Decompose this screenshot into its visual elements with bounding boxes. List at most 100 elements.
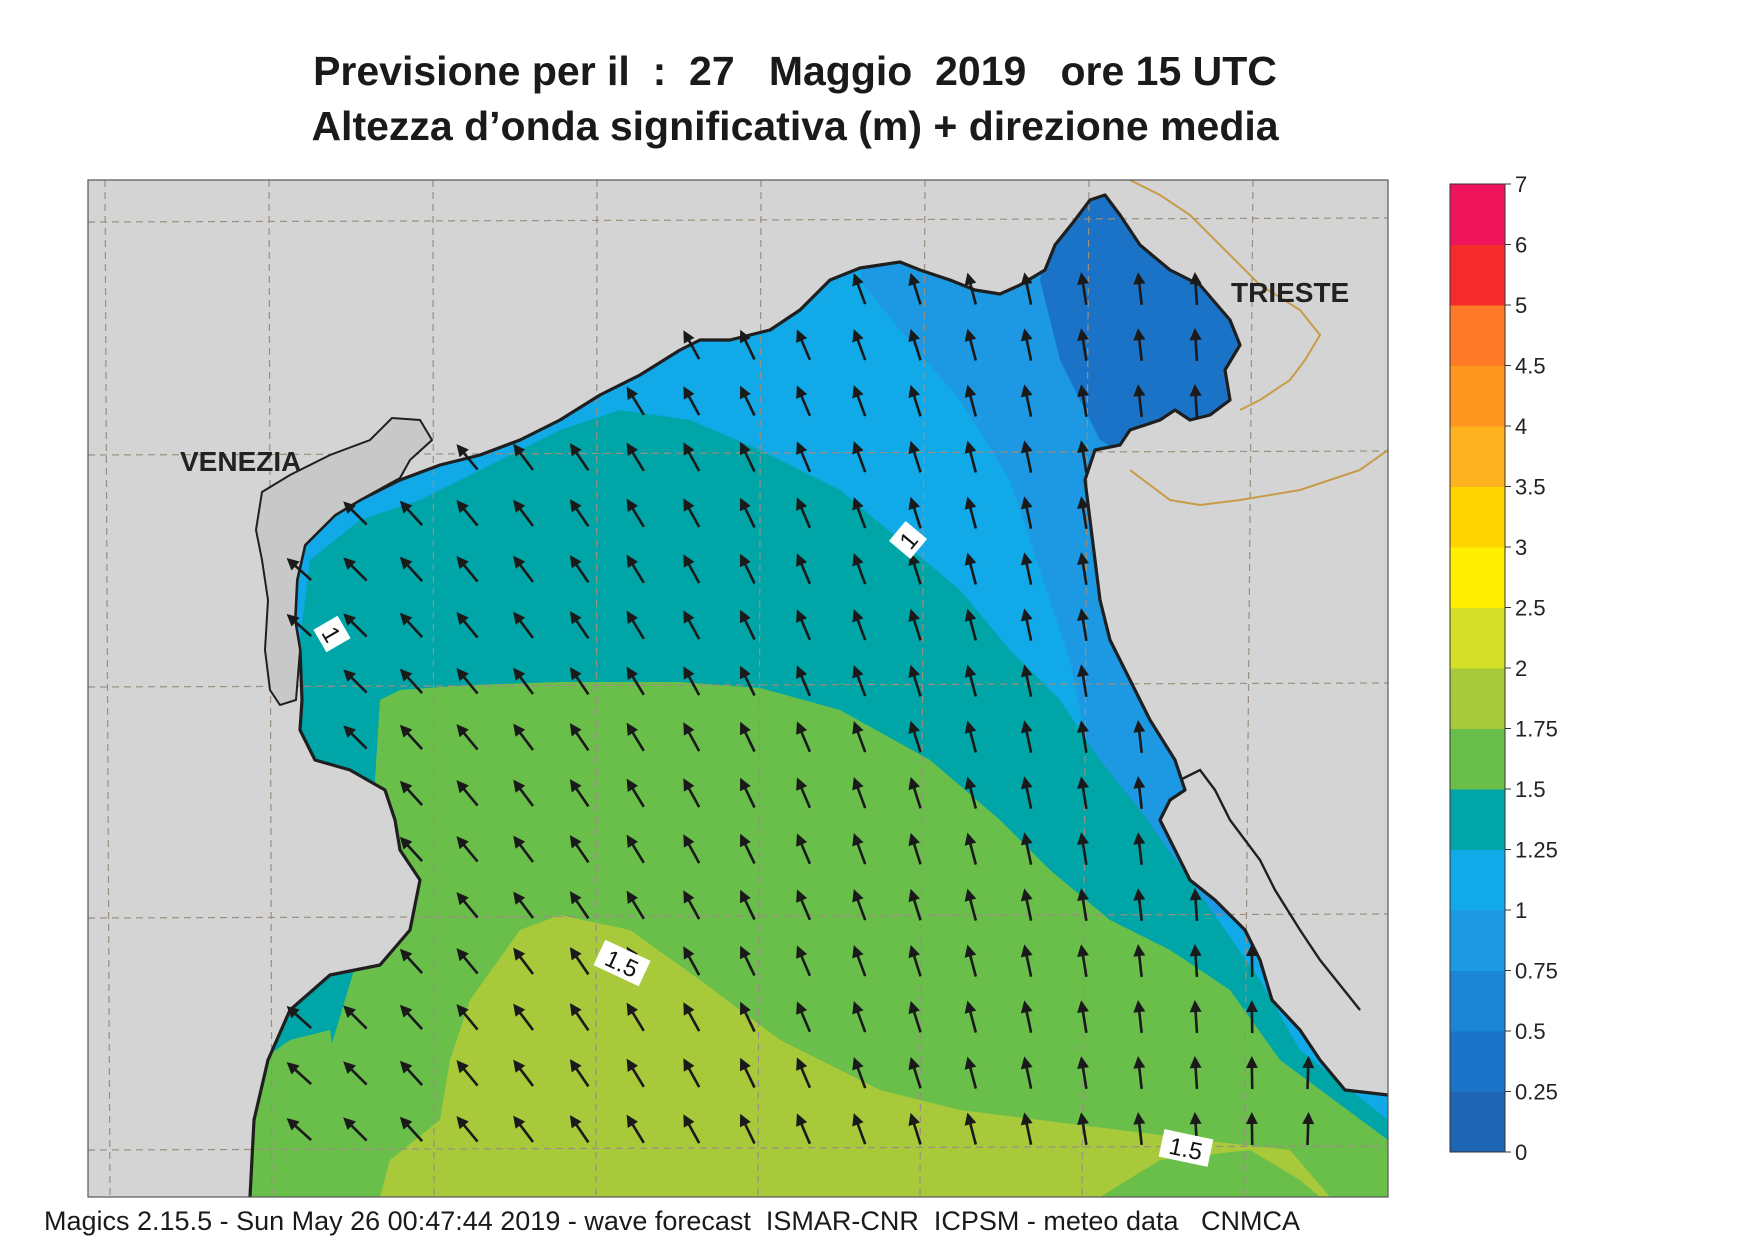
direction-arrow [739, 329, 756, 361]
direction-arrow [908, 664, 922, 697]
istria-coast [1179, 768, 1361, 1011]
direction-arrow [1077, 1056, 1089, 1090]
colorbar-tick-label: 0 [1515, 1140, 1527, 1165]
direction-arrow [1133, 384, 1146, 418]
direction-arrow [683, 610, 701, 640]
direction-arrow [513, 1059, 535, 1087]
meridian-line [595, 180, 598, 1197]
direction-arrow [1077, 832, 1089, 866]
direction-arrow [1020, 1056, 1033, 1089]
direction-arrow [399, 780, 424, 806]
direction-arrow [796, 1113, 812, 1145]
direction-arrow [343, 613, 368, 638]
direction-arrow [513, 667, 535, 695]
map-title-variable: Altezza d’onda significativa (m) + direz… [311, 103, 1279, 149]
direction-arrow [1077, 944, 1089, 978]
direction-arrow [852, 721, 867, 753]
direction-arrow [739, 833, 756, 865]
direction-arrow [1189, 1056, 1202, 1090]
direction-arrow [569, 555, 590, 584]
direction-arrow [796, 721, 812, 753]
contour-labels: 111.51.5 [313, 521, 1214, 1167]
parallel-line [88, 913, 1388, 919]
direction-arrow [796, 665, 812, 697]
direction-arrow [739, 1057, 756, 1089]
direction-arrow [739, 665, 756, 697]
direction-arrow [739, 441, 756, 473]
direction-arrow [683, 666, 701, 696]
direction-arrow [626, 666, 645, 696]
direction-arrow [683, 890, 701, 920]
direction-arrow [1020, 776, 1033, 809]
colorbar-swatch [1450, 486, 1505, 548]
colorbar-legend: 0 0.25 0.5 0.75 1 1.25 1.5 1.75 2 2.5 3 3.5 4 4.5 5 6 7 [1449, 172, 1558, 1165]
colorbar-swatch [1450, 426, 1505, 487]
direction-arrow [964, 608, 978, 641]
direction-arrow [1077, 272, 1089, 306]
direction-arrow [1020, 496, 1033, 529]
colorbar-tick-label: 0.25 [1515, 1080, 1558, 1105]
direction-arrow [683, 1114, 701, 1144]
direction-arrow [908, 608, 922, 641]
direction-arrow [456, 724, 479, 751]
direction-arrow [964, 664, 978, 697]
colorbar-tick-label: 7 [1515, 172, 1527, 197]
colorbar-swatch [1450, 789, 1505, 850]
colorbar-swatch [1450, 970, 1505, 1032]
direction-arrow [1020, 720, 1033, 753]
direction-arrow [852, 553, 867, 585]
colorbar-swatch [1450, 668, 1505, 729]
direction-arrow [908, 720, 922, 753]
direction-arrow [852, 441, 867, 473]
place-label-venezia: VENEZIA [180, 446, 301, 477]
direction-arrow [1077, 1112, 1089, 1146]
direction-arrow [1189, 272, 1202, 306]
direction-arrow [1020, 552, 1033, 585]
direction-arrow [456, 612, 479, 639]
direction-arrow [1020, 328, 1033, 361]
direction-arrow [286, 1005, 313, 1030]
direction-arrow [908, 888, 922, 921]
direction-arrow [852, 1057, 867, 1089]
direction-arrow [1133, 1112, 1146, 1146]
direction-arrow [343, 1005, 368, 1030]
direction-arrow [626, 890, 645, 920]
direction-arrow [683, 722, 701, 752]
colorbar-tick-label: 1.75 [1515, 717, 1558, 742]
direction-arrow [1245, 1056, 1258, 1090]
direction-arrow [1133, 328, 1146, 362]
direction-arrow [683, 834, 701, 864]
direction-arrow [1077, 720, 1089, 754]
map-frame [87, 179, 1389, 1198]
contour-label: 1 [313, 615, 351, 653]
wave-band-1.25-1.5-southwest [250, 1030, 340, 1197]
direction-arrow [513, 1115, 535, 1143]
direction-arrow [456, 500, 479, 527]
direction-arrow [456, 556, 479, 583]
direction-arrow [852, 665, 867, 697]
colorbar-swatch [1450, 728, 1505, 790]
direction-arrow [626, 778, 645, 808]
mean-wave-direction-arrows [286, 272, 1315, 1146]
direction-arrow [399, 1060, 424, 1086]
direction-arrow [739, 721, 756, 753]
direction-arrow [1133, 832, 1146, 866]
direction-arrow [964, 832, 978, 865]
direction-arrow [964, 1056, 978, 1089]
direction-arrow [1020, 384, 1033, 417]
direction-arrow [569, 443, 590, 472]
direction-arrow [1189, 888, 1202, 922]
direction-arrow [1245, 1000, 1258, 1034]
direction-arrow [513, 723, 535, 751]
direction-arrow [343, 557, 368, 582]
direction-arrow [1133, 1056, 1146, 1090]
colorbar-tick-label: 1.5 [1515, 777, 1546, 802]
direction-arrow [569, 835, 590, 864]
colorbar-tick-label: 1 [1515, 898, 1527, 923]
direction-arrow [852, 385, 867, 417]
place-label-trieste: TRIESTE [1231, 277, 1349, 308]
direction-arrow [626, 498, 645, 528]
colorbar-tick-label: 3.5 [1515, 475, 1546, 500]
direction-arrow [796, 945, 812, 977]
